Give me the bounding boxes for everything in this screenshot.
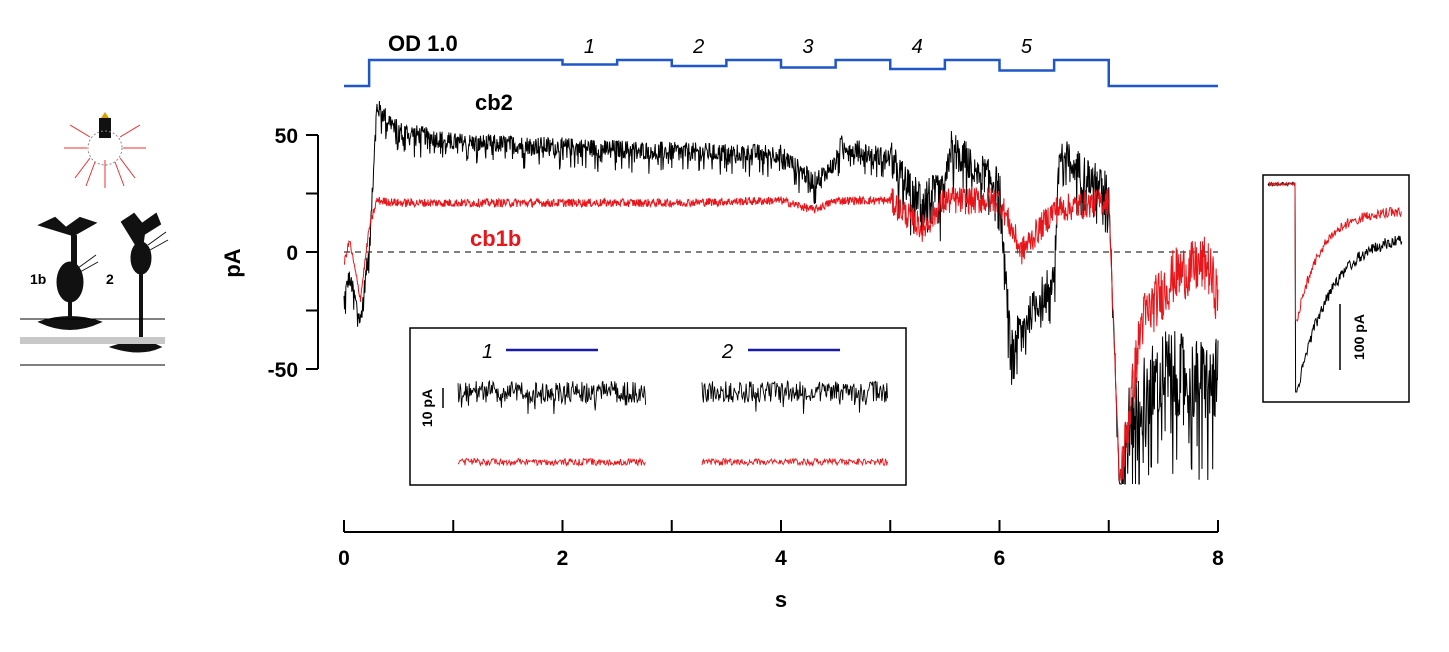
od-label: OD 1.0 [388,31,458,56]
y-axis-label: pA [220,248,245,277]
step-label-4: 4 [912,36,923,58]
inset-1-trace-cb1b [701,457,888,467]
inset-1-step-label-1: 1 [482,341,493,363]
neuron-1b-label: 1b [30,271,46,287]
inset-1-traces [457,379,888,467]
x-axis-label: s [775,587,787,612]
stimulus-trace: OD 1.0 1 2 3 4 5 [344,31,1218,88]
stimulus-line [344,58,1218,88]
traces [343,100,1219,485]
step-labels: 1 2 3 4 5 [584,36,1033,58]
inset-steps-1-2: 1 2 10 pA [409,327,907,486]
inset-2-trace-cb1b [1268,181,1403,322]
y-tick-label: -50 [268,359,298,382]
light-bulb-icon [64,112,146,188]
layer-band [20,337,165,344]
series-trace-cb1b [343,186,1219,485]
y-axis: -50 0 50 [268,125,319,382]
inset-1-trace-cb2 [457,379,647,415]
x-tick-label: 6 [994,547,1006,570]
x-tick-label: 8 [1212,547,1224,570]
cell-schematic: 1b 2 [20,112,169,366]
inset-1-trace-cb1b [457,457,646,467]
step-label-5: 5 [1021,36,1033,58]
series-label-cb2: cb2 [475,90,513,115]
inset-2-traces [1267,181,1403,393]
neuron-2-icon [108,212,169,353]
y-tick-label: 50 [275,125,298,148]
x-tick-label: 0 [338,547,350,570]
neuron-1b-icon [37,216,103,330]
inset-1-scale-label: 10 pA [419,389,435,427]
inset-2-frame [1262,174,1410,403]
step-label-3: 3 [802,36,813,58]
step-label-1: 1 [584,36,595,58]
series-trace-cb2 [343,100,1219,485]
inset-transient: 100 pA [1262,174,1410,403]
series-label-cb1b: cb1b [470,226,521,251]
inset-2-scale-label: 100 pA [1351,314,1367,360]
inset-1-step-label-2: 2 [721,341,733,363]
x-tick-label: 2 [557,547,569,570]
step-label-2: 2 [692,36,704,58]
x-tick-label: 4 [775,547,787,570]
neuron-2-label: 2 [106,271,114,287]
y-tick-label: 0 [286,242,298,265]
inset-1-trace-cb2 [701,379,888,414]
x-axis: 0 2 4 6 8 [338,520,1224,570]
